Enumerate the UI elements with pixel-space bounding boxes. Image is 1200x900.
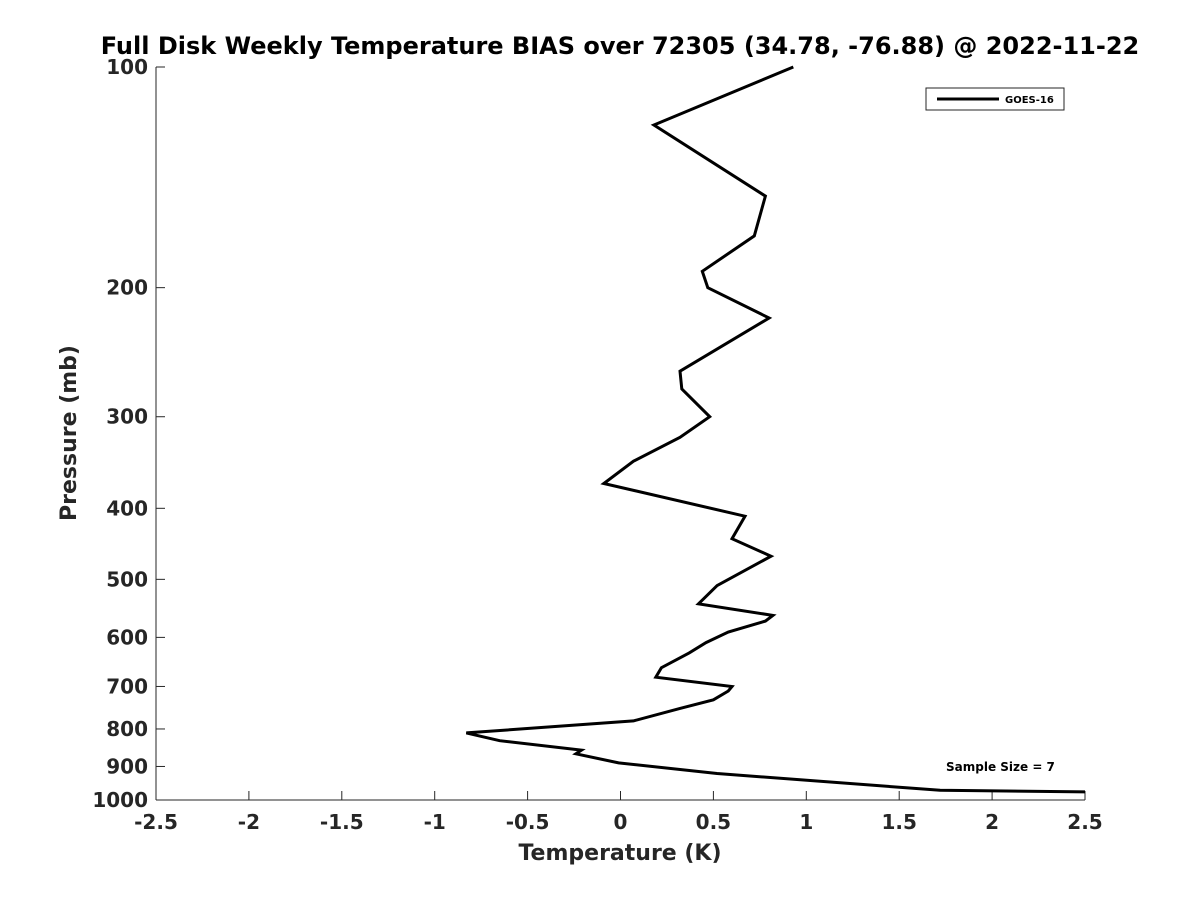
legend: GOES-16 [925,87,1065,111]
y-tick-label: 100 [106,55,148,79]
x-tick-label: 0.5 [696,810,731,834]
axes: -2.5 -2 -1.5 -1 -0.5 0 0.5 1 1.5 2 2.5 100 200 300 400… [92,55,1102,834]
y-tick-label: 900 [106,754,148,778]
series-line-goes-16 [465,65,1086,794]
x-tick-label: -1 [424,810,446,834]
y-tick-label: 700 [106,674,148,698]
legend-label-goes16: GOES-16 [1005,95,1054,106]
x-tick-label: -2.5 [134,810,178,834]
series-layer [465,65,1086,794]
x-tick-label: 1 [799,810,813,834]
y-tick-label: 200 [106,276,148,300]
x-tick-label: -2 [238,810,260,834]
x-tick-label: 2.5 [1067,810,1102,834]
y-tick-label: 1000 [92,788,148,812]
plot-area [156,67,1085,800]
y-tick-label: 400 [106,496,148,520]
x-tick-label: -1.5 [320,810,364,834]
y-tick-label: 500 [106,567,148,591]
y-axis-label: Pressure (mb) [57,345,82,521]
x-tick-label: 1.5 [881,810,916,834]
y-tick-label: 300 [106,405,148,429]
sample-size-annotation: Sample Size = 7 [946,760,1055,774]
y-tick-label: 600 [106,625,148,649]
y-tick-label: 800 [106,717,148,741]
x-axis-label: Temperature (K) [518,841,721,866]
x-tick-label: -0.5 [506,810,550,834]
x-tick-label: 0 [614,810,628,834]
chart-title: Full Disk Weekly Temperature BIAS over 7… [101,32,1140,60]
x-tick-label: 2 [985,810,999,834]
